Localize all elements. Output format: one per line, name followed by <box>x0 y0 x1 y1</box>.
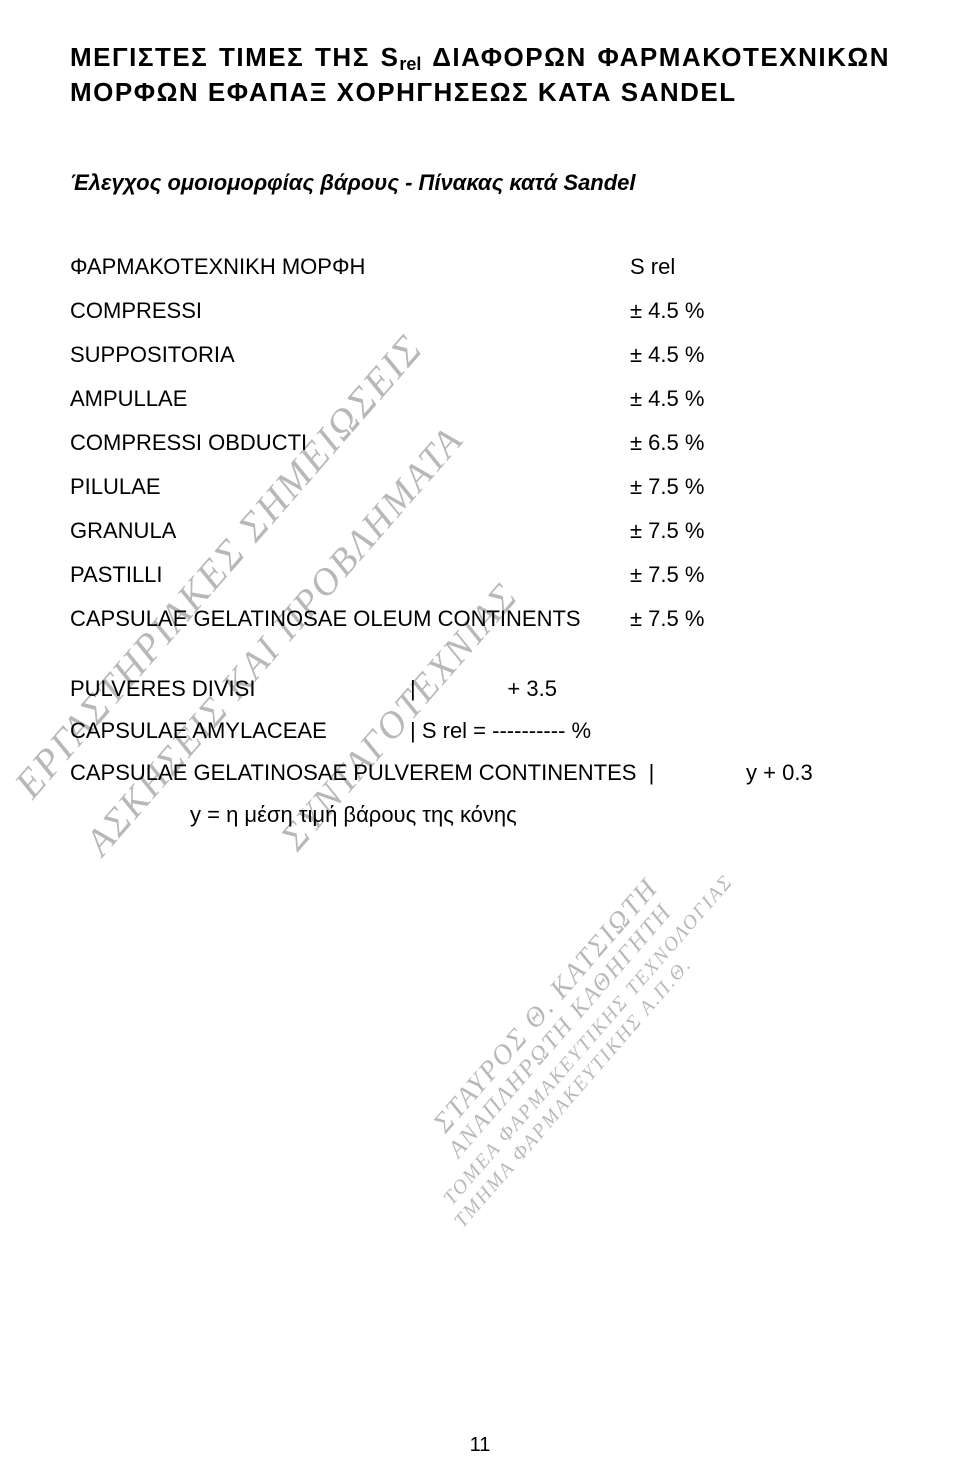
watermark-line: ΣΤΑΥΡΟΣ Θ. ΚΑΤΣΙΩΤΗ <box>427 832 700 1140</box>
title-word: Srel <box>381 40 422 75</box>
watermark-line: ΑΝΑΠΛΗΡΩΤΗ ΚΑΘΗΓΗΤΗ <box>443 851 719 1163</box>
watermark-stack: ΣΤΑΥΡΟΣ Θ. ΚΑΤΣΙΩΤΗ ΑΝΑΠΛΗΡΩΤΗ ΚΑΘΗΓΗΤΗ … <box>421 832 756 1195</box>
row-label: AMPULLAE <box>70 388 630 410</box>
table-row: SUPPOSITORIA ± 4.5 % <box>70 344 890 366</box>
row-value: ± 7.5 % <box>630 520 810 542</box>
title-word: ΤΗΣ <box>315 40 370 75</box>
page-number: 11 <box>0 1434 960 1457</box>
formula-full-line: CAPSULAE GELATINOSAE PULVEREM CONTINENTE… <box>70 762 813 784</box>
formula-row: PULVERES DIVISI | + 3.5 <box>70 678 890 700</box>
table-row: CAPSULAE GELATINOSAE OLEUM CONTINENTS ± … <box>70 608 890 630</box>
table-row: COMPRESSI OBDUCTI ± 6.5 % <box>70 432 890 454</box>
row-value: ± 4.5 % <box>630 388 810 410</box>
row-label: COMPRESSI <box>70 300 630 322</box>
row-value: ± 7.5 % <box>630 564 810 586</box>
table-header-row: ΦΑΡΜΑΚΟΤΕΧΝΙΚΗ ΜΟΡΦΗ S rel <box>70 256 890 278</box>
document-title: ΜΕΓΙΣΤΕΣ ΤΙΜΕΣ ΤΗΣ Srel ΔΙΑΦΟΡΩΝ ΦΑΡΜΑΚΟ… <box>70 40 890 110</box>
formula-expr: | S rel = ---------- % <box>410 720 591 742</box>
row-value: ± 7.5 % <box>630 476 810 498</box>
data-table: ΦΑΡΜΑΚΟΤΕΧΝΙΚΗ ΜΟΡΦΗ S rel COMPRESSI ± 4… <box>70 256 890 826</box>
formula-row: CAPSULAE AMYLACEAE | S rel = ---------- … <box>70 720 890 742</box>
table-row: PILULAE ± 7.5 % <box>70 476 890 498</box>
row-label: PASTILLI <box>70 564 630 586</box>
row-value: ± 4.5 % <box>630 344 810 366</box>
title-line-1: ΜΕΓΙΣΤΕΣ ΤΙΜΕΣ ΤΗΣ Srel ΔΙΑΦΟΡΩΝ ΦΑΡΜΑΚΟ… <box>70 40 890 75</box>
row-label: COMPRESSI OBDUCTI <box>70 432 630 454</box>
table-row: AMPULLAE ± 4.5 % <box>70 388 890 410</box>
title-word: ΦΑΡΜΑΚΟΤΕΧΝΙΚΩΝ <box>598 40 890 75</box>
formula-label: PULVERES DIVISI <box>70 678 410 700</box>
row-value: ± 4.5 % <box>630 300 810 322</box>
row-label: PILULAE <box>70 476 630 498</box>
table-row: GRANULA ± 7.5 % <box>70 520 890 542</box>
table-header-label: ΦΑΡΜΑΚΟΤΕΧΝΙΚΗ ΜΟΡΦΗ <box>70 256 630 278</box>
formula-group: PULVERES DIVISI | + 3.5 CAPSULAE AMYLACE… <box>70 678 890 784</box>
title-word: ΜΕΓΙΣΤΕΣ <box>70 40 208 75</box>
title-symbol: S <box>381 42 400 72</box>
title-subscript: rel <box>399 54 421 74</box>
formula-expr: | + 3.5 <box>410 678 557 700</box>
row-value: ± 7.5 % <box>630 608 810 630</box>
title-word: ΤΙΜΕΣ <box>219 40 304 75</box>
row-label: SUPPOSITORIA <box>70 344 630 366</box>
formula-label: CAPSULAE AMYLACEAE <box>70 720 410 742</box>
document-subtitle: Έλεγχος ομοιομορφίας βάρους - Πίνακας κα… <box>70 170 890 196</box>
table-row: PASTILLI ± 7.5 % <box>70 564 890 586</box>
watermark-line: ΤΟΜΕΑ ΦΑΡΜΑΚΕΥΤΙΚΗΣ ΤΕΧΝΟΛΟΓΙΑΣ <box>439 871 738 1211</box>
document-page: ΜΕΓΙΣΤΕΣ ΤΙΜΕΣ ΤΗΣ Srel ΔΙΑΦΟΡΩΝ ΦΑΡΜΑΚΟ… <box>0 0 960 1479</box>
title-line-2: ΜΟΡΦΩΝ ΕΦΑΠΑΞ ΧΟΡΗΓΗΣΕΩΣ ΚΑΤΑ SANDEL <box>70 75 890 110</box>
formula-row: CAPSULAE GELATINOSAE PULVEREM CONTINENTE… <box>70 762 890 784</box>
table-row: COMPRESSI ± 4.5 % <box>70 300 890 322</box>
row-label: GRANULA <box>70 520 630 542</box>
title-word: ΔΙΑΦΟΡΩΝ <box>432 40 587 75</box>
watermark-line: ΤΜΗΜΑ ΦΑΡΜΑΚΕΥΤΙΚΗΣ Α.Π.Θ. <box>450 886 756 1233</box>
footnote: y = η μέση τιμή βάρους της κόνης <box>190 804 890 826</box>
row-label: CAPSULAE GELATINOSAE OLEUM CONTINENTS <box>70 608 630 630</box>
row-value: ± 6.5 % <box>630 432 810 454</box>
table-header-value: S rel <box>630 256 810 278</box>
